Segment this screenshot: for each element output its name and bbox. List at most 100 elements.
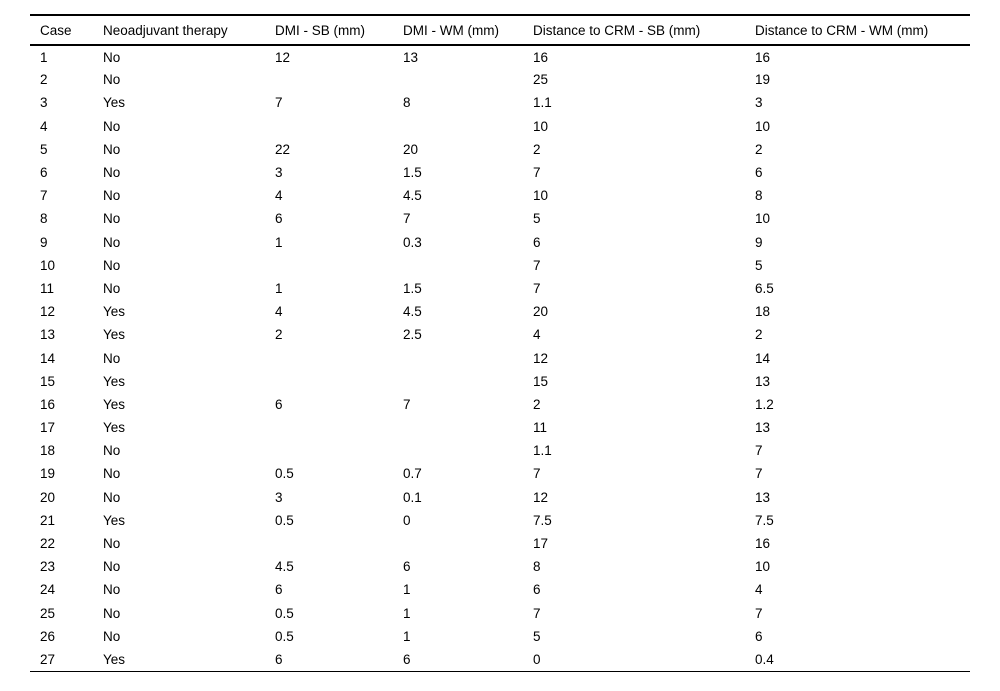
table-cell: No (103, 559, 121, 575)
table-cell: No (103, 49, 121, 65)
table-cell: 6 (533, 582, 541, 598)
table-cell: 7 (755, 605, 763, 621)
table-cell: 19 (40, 466, 56, 482)
table-cell (275, 346, 403, 369)
table-cell: No (103, 234, 121, 250)
table-row: 10 No 7 5 (30, 254, 970, 277)
table-cell: 27 (40, 651, 56, 667)
table-cell (403, 346, 533, 369)
table-cell: 17 (533, 536, 549, 552)
table-cell: 7 (533, 605, 541, 621)
cases-table: Case Neoadjuvant therapy DMI - SB (mm) DMI … (30, 14, 970, 672)
table-cell: 0.1 (403, 489, 422, 505)
table-cell: 15 (533, 373, 549, 389)
table-cell: 3 (755, 95, 763, 111)
table-cell: 11 (533, 420, 548, 436)
table-cell: No (103, 536, 121, 552)
table-cell: 10 (755, 559, 771, 575)
table-cell: 12 (533, 350, 549, 366)
table-cell: 7 (403, 211, 411, 227)
table-cell: 8 (533, 559, 541, 575)
table-cell: 1.1 (533, 95, 552, 111)
table-cell: 10 (533, 118, 549, 134)
table-cell: 22 (40, 536, 56, 552)
table-cell: 5 (40, 141, 48, 157)
table-row: 18 No 1.1 7 (30, 439, 970, 462)
table-cell: 0 (533, 651, 541, 667)
table-cell: 16 (40, 396, 56, 412)
table-cell: 25 (533, 72, 549, 88)
table-row: 23 No 4.5 6 8 10 (30, 555, 970, 578)
table-row: 16 Yes 6 7 2 1.2 (30, 393, 970, 416)
table-cell: 7 (533, 165, 541, 181)
table-cell: 2.5 (403, 327, 422, 343)
table-cell: 0.5 (275, 512, 294, 528)
table-cell: 18 (755, 304, 771, 320)
table-row: 26 No 0.5 1 5 6 (30, 625, 970, 648)
table-cell: 22 (275, 141, 291, 157)
table-cell: 19 (755, 72, 771, 88)
table-cell (275, 416, 403, 439)
table-row: 3 Yes 7 8 1.1 3 (30, 91, 970, 114)
table-cell: 15 (40, 373, 56, 389)
table-cell: No (103, 118, 121, 134)
table-cell: 8 (40, 211, 48, 227)
table-row: 20 No 3 0.1 12 13 (30, 486, 970, 509)
table-cell: 13 (755, 420, 771, 436)
table-cell: 7 (533, 280, 541, 296)
table-cell: 2 (755, 327, 763, 343)
table-cell: 2 (533, 396, 541, 412)
table-cell: No (103, 211, 121, 227)
table-cell: 7 (533, 257, 541, 273)
table-row: 13 Yes 2 2.5 4 2 (30, 323, 970, 346)
table-cell: 6 (275, 211, 283, 227)
table-row: 14 No 12 14 (30, 346, 970, 369)
table-body: 1 No 12 13 16 16 2 No 25 19 3 Yes 7 8 1.1 3 4 No 10 10 5 No 22… (30, 45, 970, 671)
table-row: 27 Yes 6 6 0 0.4 (30, 648, 970, 671)
table-cell: 4 (533, 327, 541, 343)
table-cell: 7.5 (755, 512, 774, 528)
column-header: Distance to CRM - WM (mm) (755, 22, 929, 38)
table-cell: 12 (533, 489, 549, 505)
table-cell: Yes (103, 304, 126, 320)
table-cell: 4.5 (275, 559, 294, 575)
table-cell: 0.5 (275, 466, 294, 482)
table-cell: 0.5 (275, 605, 294, 621)
table-cell (403, 115, 533, 138)
table-cell: 20 (533, 304, 549, 320)
table-cell: 1.2 (755, 396, 774, 412)
table-cell: No (103, 605, 121, 621)
table-cell (403, 68, 533, 91)
table-cell: 1 (403, 628, 411, 644)
table-cell: 4 (755, 582, 763, 598)
table-cell (403, 439, 533, 462)
column-header: DMI - SB (mm) (275, 22, 365, 38)
table-cell: 1 (275, 234, 283, 250)
table-cell: 3 (275, 489, 283, 505)
table-cell: 8 (755, 188, 763, 204)
table-cell: 13 (40, 327, 56, 343)
table-cell: 7 (275, 95, 283, 111)
table-cell: 5 (533, 628, 541, 644)
table-cell: No (103, 188, 121, 204)
table-cell: 13 (403, 49, 419, 65)
table-cell: 0 (403, 512, 411, 528)
table-cell: Yes (103, 651, 126, 667)
table-row: 24 No 6 1 6 4 (30, 578, 970, 601)
table-cell: 24 (40, 582, 56, 598)
column-header: DMI - WM (mm) (403, 22, 499, 38)
table-cell: 2 (40, 72, 48, 88)
table-row: 8 No 6 7 5 10 (30, 207, 970, 230)
table-cell: No (103, 72, 121, 88)
table-cell: Yes (103, 95, 126, 111)
table-cell: 6 (403, 651, 411, 667)
table-cell: 0.4 (755, 651, 774, 667)
table-cell: Yes (103, 396, 126, 412)
table-cell: No (103, 466, 121, 482)
table-row: 25 No 0.5 1 7 7 (30, 602, 970, 625)
table-cell: 0.5 (275, 628, 294, 644)
table-cell: 1 (40, 49, 48, 65)
table-cell (275, 115, 403, 138)
table-cell: 7.5 (533, 512, 552, 528)
